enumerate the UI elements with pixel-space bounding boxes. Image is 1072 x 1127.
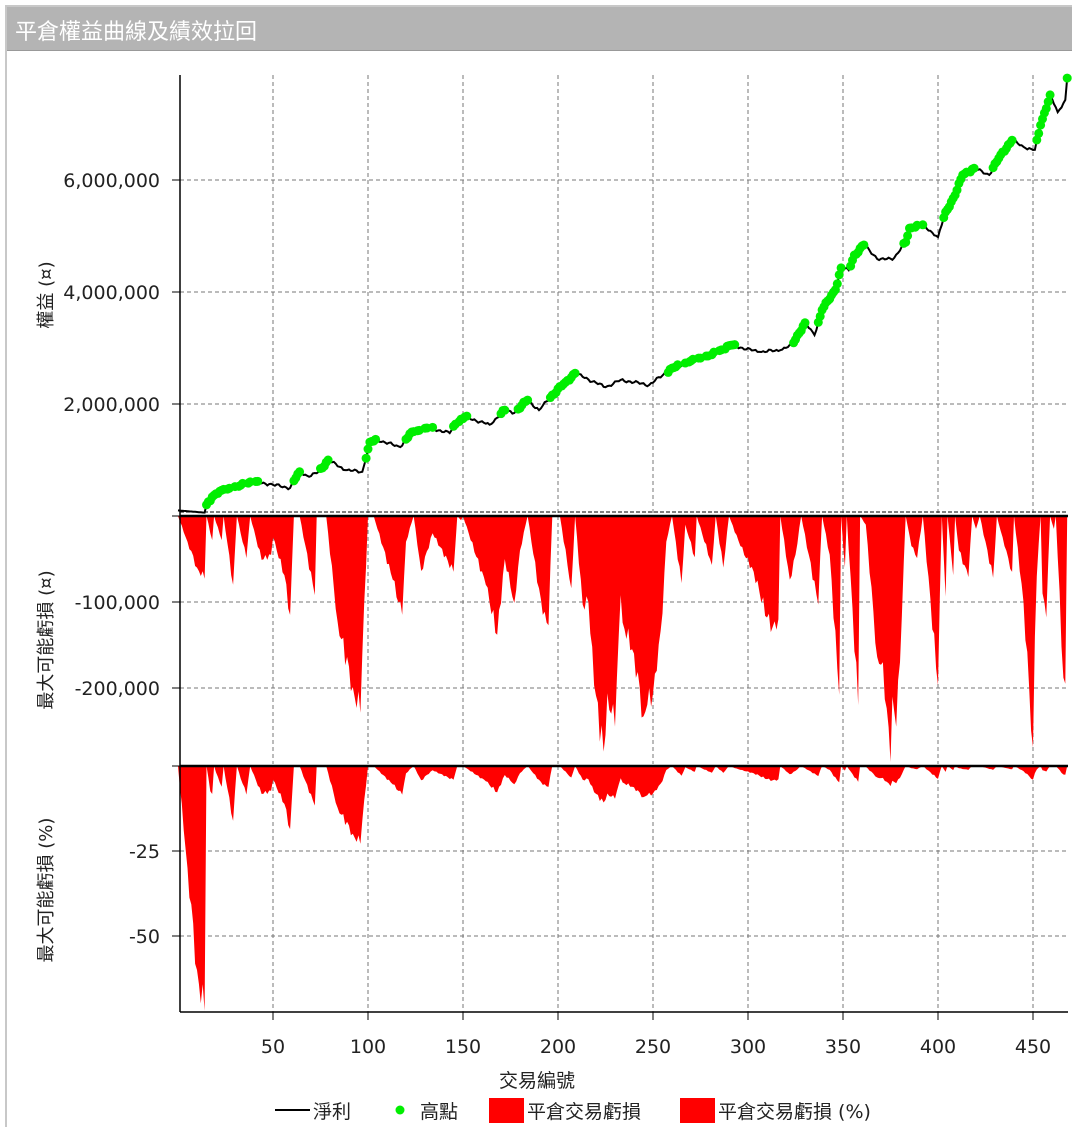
- equity-high-dot: [836, 263, 846, 273]
- equity-high-dot: [673, 360, 683, 370]
- drawdown-area: [178, 516, 1068, 762]
- equity-axis-label: 權益 (¤): [36, 261, 57, 328]
- y-tick-label: -100,000: [75, 592, 160, 614]
- y-tick-label: 2,000,000: [63, 394, 160, 416]
- x-tick-label: 450: [1015, 1036, 1051, 1058]
- equity-high-dot: [500, 405, 510, 415]
- legend-dot-symbol: [395, 1105, 405, 1115]
- equity-high-dot: [371, 434, 381, 444]
- equity-high-dot: [323, 455, 333, 465]
- y-tick-label: -50: [129, 926, 160, 948]
- y-tick-label: -200,000: [75, 678, 160, 700]
- equity-high-dot: [1007, 135, 1017, 145]
- x-tick-label: 150: [445, 1036, 481, 1058]
- axes: [172, 75, 1068, 1020]
- equity-line-layer: [177, 73, 1072, 514]
- title-bar: 平倉權益曲線及績效拉回: [7, 7, 1072, 51]
- y-tick-label: 4,000,000: [63, 282, 160, 304]
- drawdown-pct-area: [178, 766, 1068, 1011]
- equity-high-dot: [570, 368, 580, 378]
- equity-high-dot: [253, 476, 263, 486]
- equity-high-dot: [1034, 128, 1044, 138]
- equity-high-dot: [918, 220, 928, 230]
- window-title: 平倉權益曲線及績效拉回: [15, 20, 258, 45]
- equity-high-dot: [859, 240, 869, 250]
- equity-high-dot: [363, 444, 373, 454]
- legend-label-drawdown-pct: 平倉交易虧損 (%): [718, 1101, 871, 1123]
- equity-high-dot: [523, 395, 533, 405]
- equity-high-dot: [730, 340, 740, 350]
- equity-high-dot: [969, 163, 979, 173]
- equity-high-dot: [361, 453, 371, 463]
- legend-box-symbol-pct: [680, 1098, 715, 1123]
- equity-high-dot: [832, 279, 842, 289]
- equity-high-dot: [462, 411, 472, 421]
- x-tick-label: 400: [920, 1036, 956, 1058]
- chart-window-frame: [5, 5, 1072, 1127]
- x-tick-label: 50: [261, 1036, 285, 1058]
- x-axis-label: 交易編號: [499, 1070, 575, 1092]
- x-tick-label: 350: [825, 1036, 861, 1058]
- y-tick-label: 6,000,000: [63, 170, 160, 192]
- grid-lines: [180, 75, 1068, 1012]
- y-tick-label: -25: [129, 841, 160, 863]
- legend-label-net-profit: 淨利: [313, 1101, 351, 1123]
- x-tick-label: 200: [540, 1036, 576, 1058]
- x-tick-label: 250: [635, 1036, 671, 1058]
- equity-high-dot: [428, 422, 438, 432]
- equity-high-dot: [1043, 97, 1053, 107]
- equity-line: [177, 78, 1069, 514]
- equity-high-dot: [1062, 73, 1072, 83]
- drawdown-pct-axis-label: 最大可能虧損 (%): [36, 818, 57, 963]
- legend-label-drawdown: 平倉交易虧損: [527, 1101, 641, 1123]
- equity-high-dot: [295, 467, 305, 477]
- equity-high-dot: [834, 270, 844, 280]
- drawdown-areas: [178, 516, 1068, 1011]
- tick-labels: 2,000,000 4,000,000 6,000,000 -100,000 -200,…: [63, 170, 1051, 1058]
- drawdown-axis-label: 最大可能虧損 (¤): [36, 570, 57, 709]
- equity-high-dot: [800, 318, 810, 328]
- x-tick-label: 300: [730, 1036, 766, 1058]
- x-tick-label: 100: [350, 1036, 386, 1058]
- equity-high-dot: [903, 231, 913, 241]
- legend: 淨利 高點 平倉交易虧損 平倉交易虧損 (%): [275, 1098, 871, 1123]
- equity-high-dot: [1045, 90, 1055, 100]
- legend-box-symbol: [489, 1098, 524, 1123]
- legend-label-high: 高點: [420, 1101, 458, 1123]
